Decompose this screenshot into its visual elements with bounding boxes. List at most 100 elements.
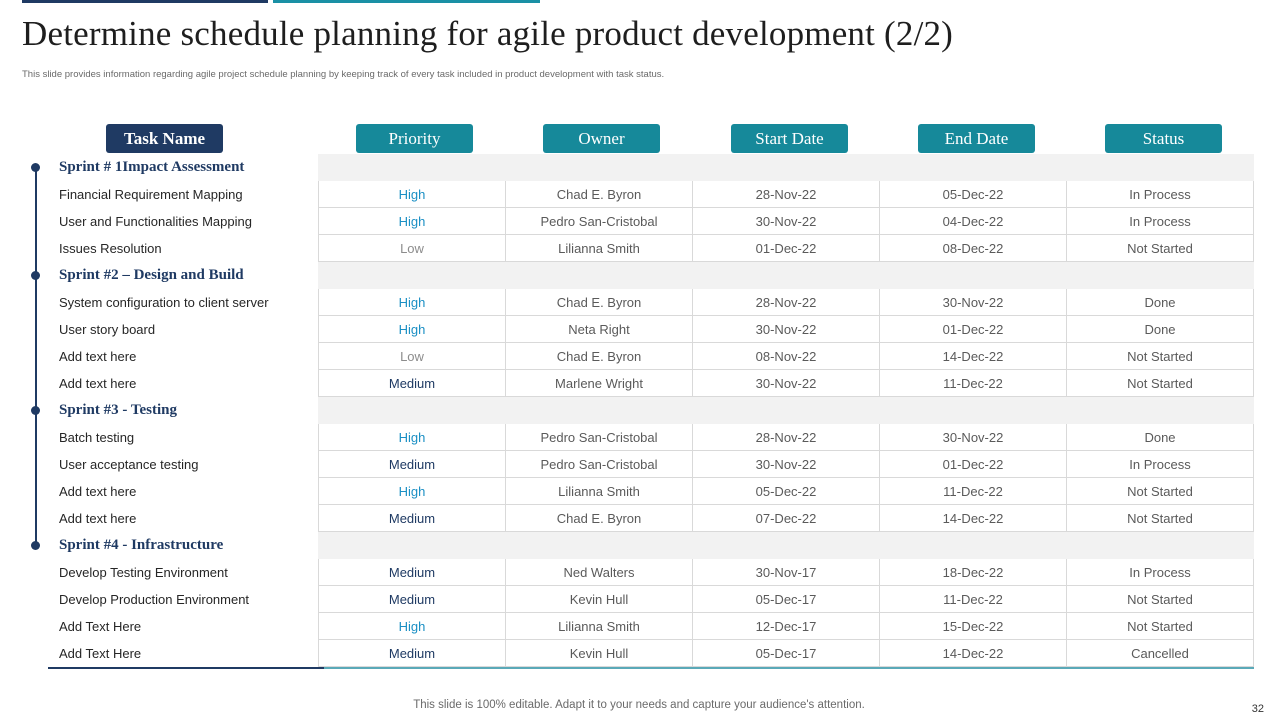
start-date-cell: 05-Dec-22 xyxy=(692,478,879,504)
sprint-band xyxy=(318,532,1254,559)
owner-cell: Chad E. Byron xyxy=(505,181,692,207)
owner-cell: Kevin Hull xyxy=(505,586,692,612)
start-date-cell: 28-Nov-22 xyxy=(692,289,879,315)
status-cell: Not Started xyxy=(1066,586,1254,612)
priority-cell: High xyxy=(318,289,505,315)
status-cell: Done xyxy=(1066,316,1254,342)
owner-cell: Chad E. Byron xyxy=(505,505,692,531)
task-name: User acceptance testing xyxy=(59,457,199,472)
table-row: High Lilianna Smith 05-Dec-22 11-Dec-22 Not … xyxy=(318,478,1254,505)
table-row: Medium Chad E. Byron 07-Dec-22 14-Dec-22 Not… xyxy=(318,505,1254,532)
header-owner: Owner xyxy=(543,124,660,153)
start-date-cell: 05-Dec-17 xyxy=(692,640,879,666)
end-date-cell: 11-Dec-22 xyxy=(879,586,1066,612)
page-title: Determine schedule planning for agile pr… xyxy=(22,14,954,53)
status-cell: Cancelled xyxy=(1066,640,1254,666)
task-name: Add Text Here xyxy=(59,619,142,634)
table-row: Medium Pedro San-Cristobal 30-Nov-22 01-Dec… xyxy=(318,451,1254,478)
start-date-cell: 05-Dec-17 xyxy=(692,586,879,612)
end-date-cell: 08-Dec-22 xyxy=(879,235,1066,261)
table-row: High Pedro San-Cristobal 28-Nov-22 30-Nov-2… xyxy=(318,424,1254,451)
end-date-cell: 05-Dec-22 xyxy=(879,181,1066,207)
task-name: Add text here xyxy=(59,349,137,364)
priority-cell: High xyxy=(318,478,505,504)
owner-cell: Chad E. Byron xyxy=(505,289,692,315)
owner-cell: Lilianna Smith xyxy=(505,235,692,261)
end-date-cell: 18-Dec-22 xyxy=(879,559,1066,585)
owner-cell: Lilianna Smith xyxy=(505,478,692,504)
status-cell: Not Started xyxy=(1066,343,1254,369)
timeline-line xyxy=(35,167,37,547)
end-date-cell: 14-Dec-22 xyxy=(879,505,1066,531)
bottom-rule-teal xyxy=(324,667,1254,669)
sprint-band xyxy=(318,262,1254,289)
accent-bar-navy xyxy=(22,0,268,3)
owner-cell: Lilianna Smith xyxy=(505,613,692,639)
timeline-dot xyxy=(31,406,40,415)
sprint-band xyxy=(318,154,1254,181)
task-name: Add text here xyxy=(59,511,137,526)
header-start-date: Start Date xyxy=(731,124,848,153)
priority-cell: High xyxy=(318,613,505,639)
end-date-cell: 15-Dec-22 xyxy=(879,613,1066,639)
priority-cell: High xyxy=(318,424,505,450)
priority-cell: Medium xyxy=(318,559,505,585)
start-date-cell: 30-Nov-22 xyxy=(692,208,879,234)
status-cell: Not Started xyxy=(1066,370,1254,396)
header-end-date: End Date xyxy=(918,124,1035,153)
table-row: High Chad E. Byron 28-Nov-22 05-Dec-22 In Pr… xyxy=(318,181,1254,208)
status-cell: Done xyxy=(1066,289,1254,315)
start-date-cell: 12-Dec-17 xyxy=(692,613,879,639)
start-date-cell: 08-Nov-22 xyxy=(692,343,879,369)
priority-cell: Low xyxy=(318,235,505,261)
task-name: User story board xyxy=(59,322,156,337)
end-date-cell: 30-Nov-22 xyxy=(879,289,1066,315)
task-name: Batch testing xyxy=(59,430,135,445)
sprint-title: Sprint #4 - Infrastructure xyxy=(59,537,224,553)
start-date-cell: 30-Nov-17 xyxy=(692,559,879,585)
owner-cell: Ned Walters xyxy=(505,559,692,585)
status-cell: Not Started xyxy=(1066,235,1254,261)
end-date-cell: 01-Dec-22 xyxy=(879,451,1066,477)
start-date-cell: 07-Dec-22 xyxy=(692,505,879,531)
timeline-dot xyxy=(31,271,40,280)
status-cell: Not Started xyxy=(1066,505,1254,531)
task-name: Add text here xyxy=(59,376,137,391)
priority-cell: Low xyxy=(318,343,505,369)
timeline-dot xyxy=(31,163,40,172)
sprint-title: Sprint #2 – Design and Build xyxy=(59,267,244,283)
end-date-cell: 14-Dec-22 xyxy=(879,343,1066,369)
accent-bar-teal xyxy=(273,0,540,3)
header-task-name: Task Name xyxy=(106,124,223,153)
bottom-rule-navy xyxy=(48,667,324,669)
table-row: Medium Marlene Wright 30-Nov-22 11-Dec-22 No… xyxy=(318,370,1254,397)
start-date-cell: 30-Nov-22 xyxy=(692,451,879,477)
task-name: Add Text Here xyxy=(59,646,142,661)
priority-cell: Medium xyxy=(318,640,505,666)
owner-cell: Pedro San-Cristobal xyxy=(505,424,692,450)
status-cell: In Process xyxy=(1066,451,1254,477)
status-cell: Not Started xyxy=(1066,613,1254,639)
start-date-cell: 28-Nov-22 xyxy=(692,424,879,450)
priority-cell: Medium xyxy=(318,586,505,612)
start-date-cell: 28-Nov-22 xyxy=(692,181,879,207)
table-row: High Lilianna Smith 12-Dec-17 15-Dec-22 Not … xyxy=(318,613,1254,640)
status-cell: Done xyxy=(1066,424,1254,450)
end-date-cell: 01-Dec-22 xyxy=(879,316,1066,342)
end-date-cell: 11-Dec-22 xyxy=(879,370,1066,396)
sprint-band xyxy=(318,397,1254,424)
header-priority: Priority xyxy=(356,124,473,153)
task-name: Add text here xyxy=(59,484,137,499)
sprint-title: Sprint #3 - Testing xyxy=(59,402,177,418)
owner-cell: Chad E. Byron xyxy=(505,343,692,369)
task-name: Develop Production Environment xyxy=(59,592,250,607)
task-name: User and Functionalities Mapping xyxy=(59,214,252,229)
status-cell: In Process xyxy=(1066,181,1254,207)
priority-cell: Medium xyxy=(318,451,505,477)
start-date-cell: 01-Dec-22 xyxy=(692,235,879,261)
end-date-cell: 04-Dec-22 xyxy=(879,208,1066,234)
status-cell: In Process xyxy=(1066,559,1254,585)
task-name: Financial Requirement Mapping xyxy=(59,187,243,202)
owner-cell: Pedro San-Cristobal xyxy=(505,208,692,234)
owner-cell: Pedro San-Cristobal xyxy=(505,451,692,477)
